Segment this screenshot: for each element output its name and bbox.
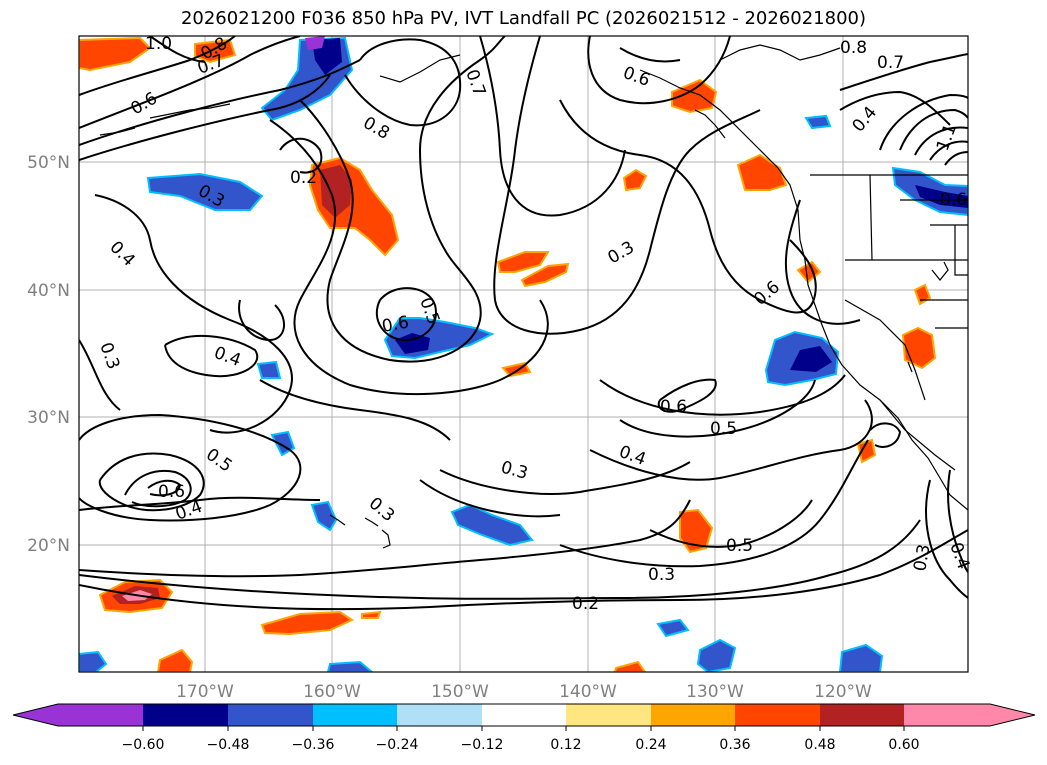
contour-label: 0.2: [290, 168, 317, 188]
lat-label: 30°N: [27, 408, 70, 428]
colorbar-tick: −0.60: [122, 737, 165, 753]
lat-label: 50°N: [27, 153, 70, 173]
map-title: 2026021200 F036 850 hPa PV, IVT Landfall…: [180, 8, 867, 29]
ivt-contours: [79, 36, 968, 611]
contour-label: 0.5: [726, 536, 753, 556]
contour-label: 0.6: [158, 482, 185, 502]
contour-label: 0.6: [660, 397, 687, 417]
colorbar-segment: [482, 704, 566, 726]
colorbar-segment: [13, 704, 143, 726]
pv-anomaly-fills: [79, 36, 968, 672]
contour-label: 0.6: [940, 190, 967, 210]
colorbar-segment: [228, 704, 313, 726]
colorbar-tick: 0.12: [550, 737, 581, 753]
lon-label: 170°W: [176, 682, 234, 702]
colorbar-segment: [651, 704, 735, 726]
colorbar-segment: [735, 704, 820, 726]
lon-label: 130°W: [686, 682, 744, 702]
contour-label: 0.2: [572, 594, 599, 614]
contour-label: 0.6: [380, 313, 410, 337]
map-frame: [78, 35, 969, 673]
contour-label: 0.5: [710, 419, 737, 439]
colorbar-segment: [904, 704, 1035, 726]
colorbar-segment: [397, 704, 482, 726]
colorbar-tick: −0.48: [207, 737, 250, 753]
contour-label: 0.8: [840, 38, 867, 58]
contour-label: 1.0: [145, 34, 172, 54]
lon-label: 120°W: [814, 682, 872, 702]
lon-label: 150°W: [431, 682, 489, 702]
contour-label: 0.7: [877, 53, 904, 73]
colorbar-segment: [143, 704, 228, 726]
gridlines: [79, 36, 968, 672]
colorbar-tick: 0.60: [888, 737, 919, 753]
contour-label: 0.3: [910, 543, 934, 573]
colorbar-segment: [820, 704, 904, 726]
latitude-labels: 50°N 40°N 30°N 20°N: [27, 153, 70, 556]
lon-label: 160°W: [303, 682, 361, 702]
contour-label: 0.3: [648, 565, 675, 585]
colorbar-segment: [566, 704, 651, 726]
colorbar-segment: [313, 704, 397, 726]
colorbar-tick: 0.48: [804, 737, 835, 753]
lat-label: 20°N: [27, 536, 70, 556]
colorbar-tick: 0.36: [719, 737, 750, 753]
coastlines: [99, 44, 968, 549]
longitude-labels: 170°W 160°W 150°W 140°W 130°W 120°W: [176, 682, 872, 702]
lat-label: 40°N: [27, 281, 70, 301]
colorbar-tick: −0.12: [461, 737, 504, 753]
colorbar: −0.60 −0.48 −0.36 −0.24 −0.12 0.12 0.24 …: [12, 703, 1036, 753]
colorbar-tick: −0.36: [292, 737, 335, 753]
colorbar-tick: −0.24: [376, 737, 419, 753]
lon-label: 140°W: [559, 682, 617, 702]
colorbar-tick: 0.24: [635, 737, 666, 753]
